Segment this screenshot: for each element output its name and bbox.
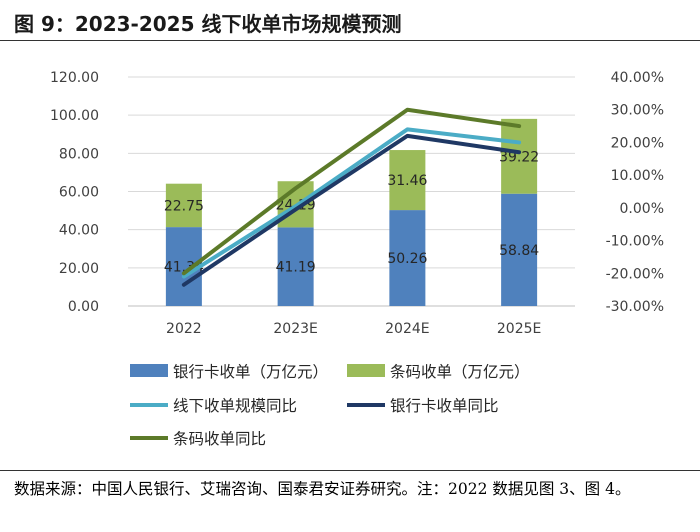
y-right-tick-label: 30.00% bbox=[611, 103, 664, 119]
y-left-tick-label: 0.00 bbox=[68, 299, 99, 315]
y-left-tick-label: 80.00 bbox=[59, 146, 99, 162]
y-left-tick-label: 20.00 bbox=[59, 261, 99, 277]
line-barcode-yoy bbox=[181, 107, 522, 276]
legend-label: 银行卡收单（万亿元） bbox=[173, 363, 328, 381]
bar-barcode-label: 22.75 bbox=[164, 198, 204, 214]
bar-bank-card-label: 41.19 bbox=[276, 260, 316, 276]
source-note: 数据来源：中国人民银行、艾瑞咨询、国泰君安证券研究。注：2022 数据见图 3、… bbox=[14, 480, 631, 498]
y-right-tick-label: 20.00% bbox=[611, 135, 664, 151]
line-bank-card-yoy bbox=[181, 133, 522, 287]
bar-bank-card-label: 50.26 bbox=[387, 251, 427, 267]
bar-barcode bbox=[501, 118, 538, 194]
title-divider bbox=[0, 40, 700, 41]
y-left-tick-label: 60.00 bbox=[59, 185, 99, 201]
x-tick-label: 2023E bbox=[273, 321, 317, 337]
y-left-tick-label: 100.00 bbox=[50, 108, 99, 124]
line-offline-yoy bbox=[181, 127, 522, 279]
bar-bank-card bbox=[389, 210, 426, 306]
chart-title: 图 9：2023-2025 线下收单市场规模预测 bbox=[14, 12, 402, 36]
legend-label: 线下收单规模同比 bbox=[173, 397, 297, 415]
x-tick-label: 2025E bbox=[497, 321, 541, 337]
bar-barcode bbox=[165, 183, 202, 228]
legend-swatch bbox=[130, 364, 168, 377]
y-left-tick-label: 120.00 bbox=[50, 70, 99, 86]
y-right-tick-label: -10.00% bbox=[606, 234, 664, 250]
legend-label: 银行卡收单同比 bbox=[390, 397, 499, 415]
bar-bank-card bbox=[501, 193, 538, 306]
y-right-tick-label: 40.00% bbox=[611, 70, 664, 86]
bar-barcode bbox=[389, 150, 426, 211]
y-right-tick-label: -20.00% bbox=[606, 266, 664, 282]
x-tick-label: 2022 bbox=[166, 321, 202, 337]
source-divider bbox=[0, 470, 700, 471]
legend-label: 条码收单同比 bbox=[173, 430, 266, 448]
legend-swatch bbox=[347, 364, 385, 377]
y-right-tick-label: -30.00% bbox=[606, 299, 664, 315]
bar-barcode-label: 31.46 bbox=[387, 173, 427, 189]
bar-bank-card-label: 58.84 bbox=[499, 243, 539, 259]
y-left-tick-label: 40.00 bbox=[59, 223, 99, 239]
bar-barcode-label: 39.22 bbox=[499, 149, 539, 165]
bar-bank-card bbox=[277, 227, 314, 306]
y-right-tick-label: 0.00% bbox=[620, 201, 664, 217]
x-tick-label: 2024E bbox=[385, 321, 429, 337]
combo-chart: 0.00 20.00 40.00 60.00 80.00 100.00 120.00 -30.… bbox=[50, 70, 664, 448]
legend-label: 条码收单（万亿元） bbox=[390, 363, 530, 381]
y-right-tick-label: 10.00% bbox=[611, 168, 664, 184]
